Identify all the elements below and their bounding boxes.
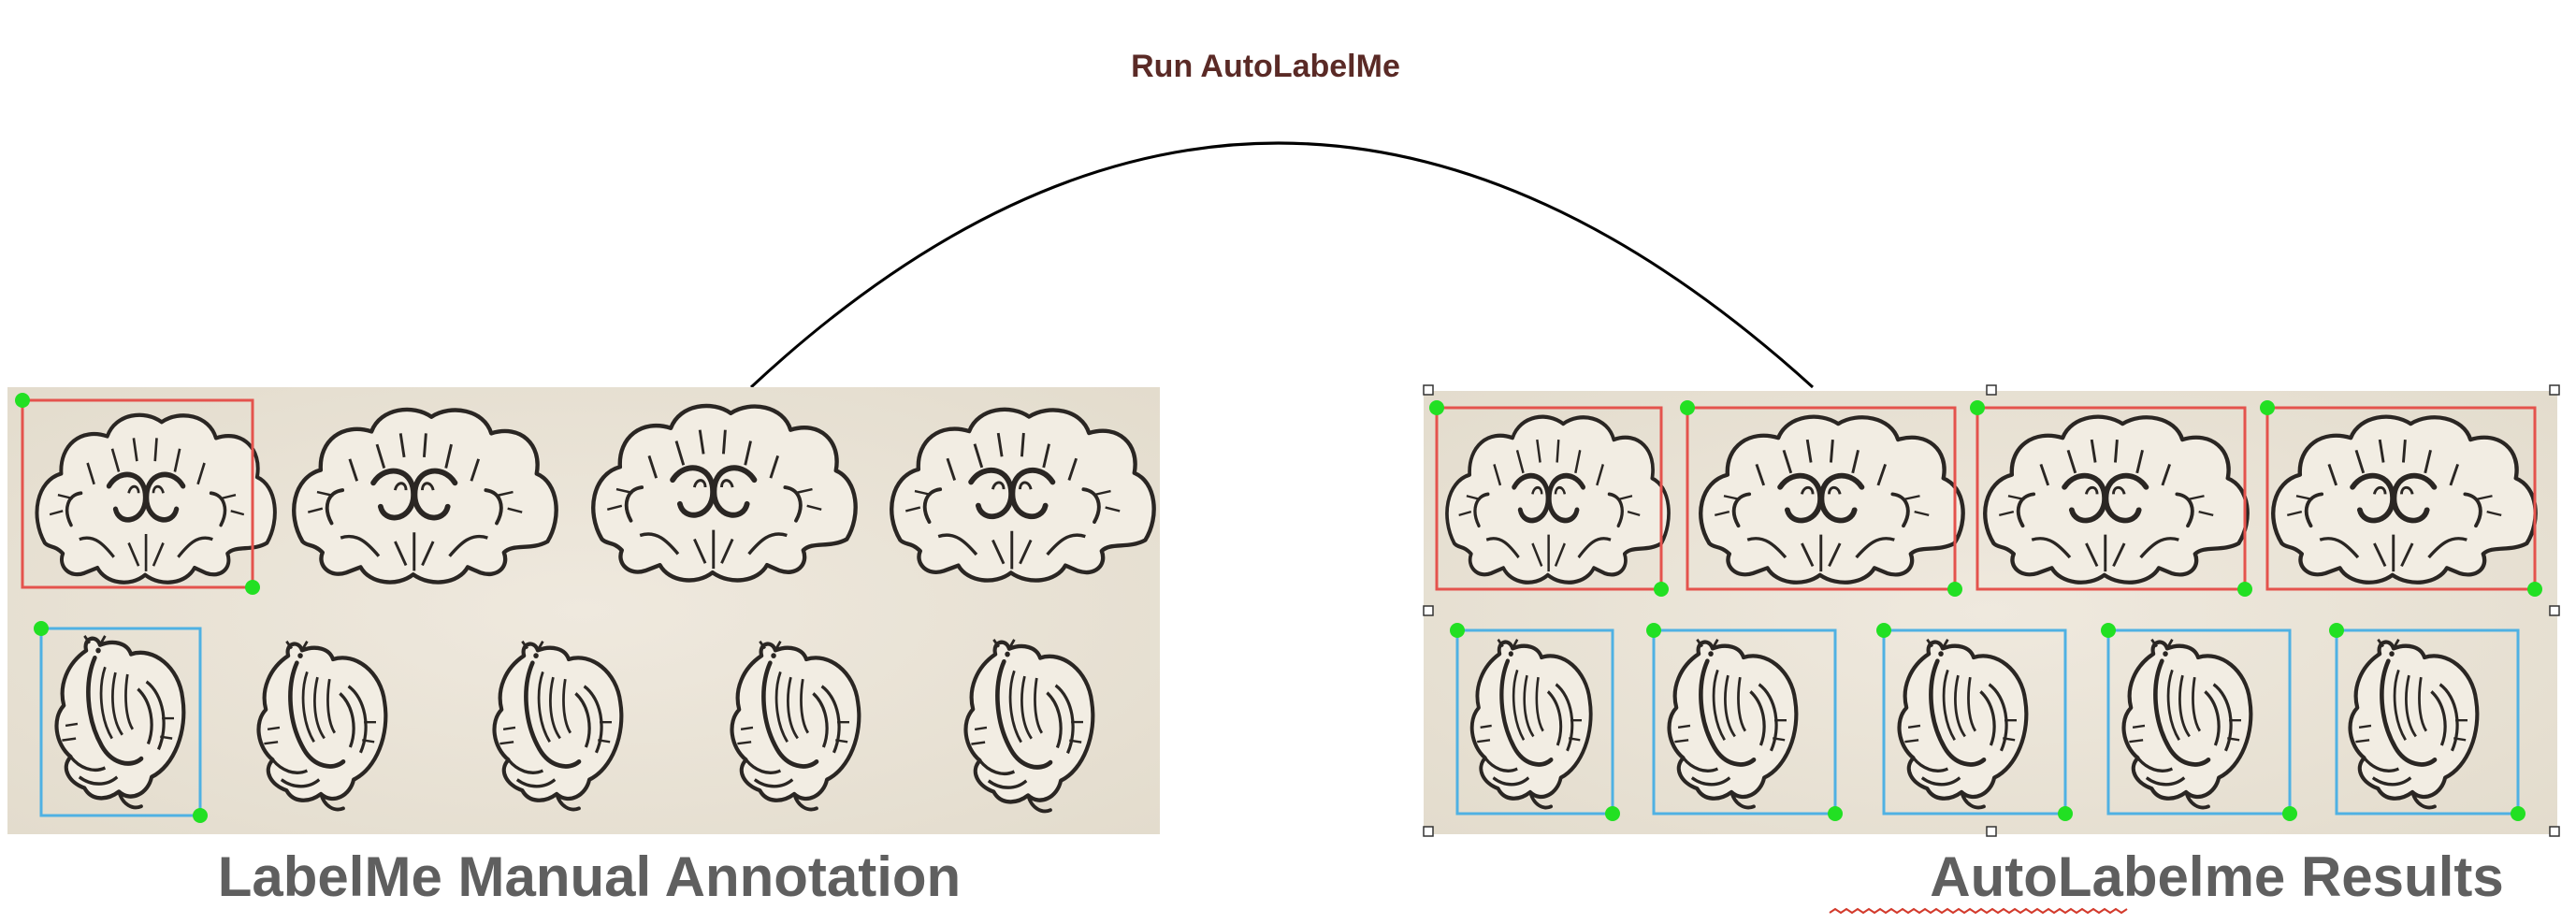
box-corner-point[interactable] [2101, 623, 2116, 638]
box-corner-point[interactable] [15, 393, 30, 408]
resize-handle[interactable] [1423, 605, 1434, 616]
box-corner-point[interactable] [193, 808, 208, 823]
shell-bounding-box[interactable] [21, 398, 254, 589]
shell-bounding-box[interactable] [2265, 406, 2537, 591]
box-corner-point[interactable] [2237, 582, 2252, 597]
box-corner-point[interactable] [2260, 400, 2275, 415]
box-corner-point[interactable] [2282, 806, 2297, 821]
shell-bounding-box[interactable] [1435, 406, 1663, 591]
resize-handle[interactable] [2549, 605, 2560, 616]
box-corner-point[interactable] [245, 580, 260, 595]
box-corner-point[interactable] [1646, 623, 1661, 638]
box-corner-point[interactable] [1876, 623, 1891, 638]
box-corner-point[interactable] [1429, 400, 1444, 415]
right-caption: AutoLabelme Results [1930, 845, 2503, 908]
box-corner-point[interactable] [1450, 623, 1465, 638]
box-corner-point[interactable] [2511, 806, 2525, 821]
box-corner-point[interactable] [2329, 623, 2344, 638]
box-corner-point[interactable] [34, 621, 49, 636]
selection-handles[interactable] [1423, 384, 2560, 837]
bird-bounding-box[interactable] [1652, 628, 1837, 816]
resize-handle[interactable] [1986, 384, 1997, 396]
bird-bounding-box[interactable] [1882, 628, 2067, 816]
box-corner-point[interactable] [1605, 806, 1620, 821]
left-caption: LabelMe Manual Annotation [218, 845, 961, 908]
resize-handle[interactable] [1423, 826, 1434, 837]
box-corner-point[interactable] [1828, 806, 1843, 821]
bird-bounding-box[interactable] [39, 627, 202, 817]
box-corner-point[interactable] [2058, 806, 2073, 821]
resize-handle[interactable] [1986, 826, 1997, 837]
manual-annotation-panel [7, 387, 1160, 834]
auto-results-panel [1423, 384, 2560, 837]
resize-handle[interactable] [2549, 384, 2560, 396]
shell-bounding-box[interactable] [1975, 406, 2247, 591]
box-corner-point[interactable] [1970, 400, 1985, 415]
bird-bounding-box[interactable] [1455, 628, 1614, 816]
spellcheck-underline [1829, 907, 2128, 915]
bird-bounding-box[interactable] [2335, 628, 2520, 816]
run-arrow-arc [749, 141, 1815, 389]
shell-bounding-box[interactable] [1686, 406, 1957, 591]
bird-bounding-box[interactable] [2106, 628, 2292, 816]
box-corner-point[interactable] [1680, 400, 1695, 415]
resize-handle[interactable] [2549, 826, 2560, 837]
box-corner-point[interactable] [1654, 582, 1669, 597]
arrow-label: Run AutoLabelMe [1131, 49, 1400, 84]
resize-handle[interactable] [1423, 384, 1434, 396]
box-corner-point[interactable] [1947, 582, 1962, 597]
box-corner-point[interactable] [2527, 582, 2542, 597]
